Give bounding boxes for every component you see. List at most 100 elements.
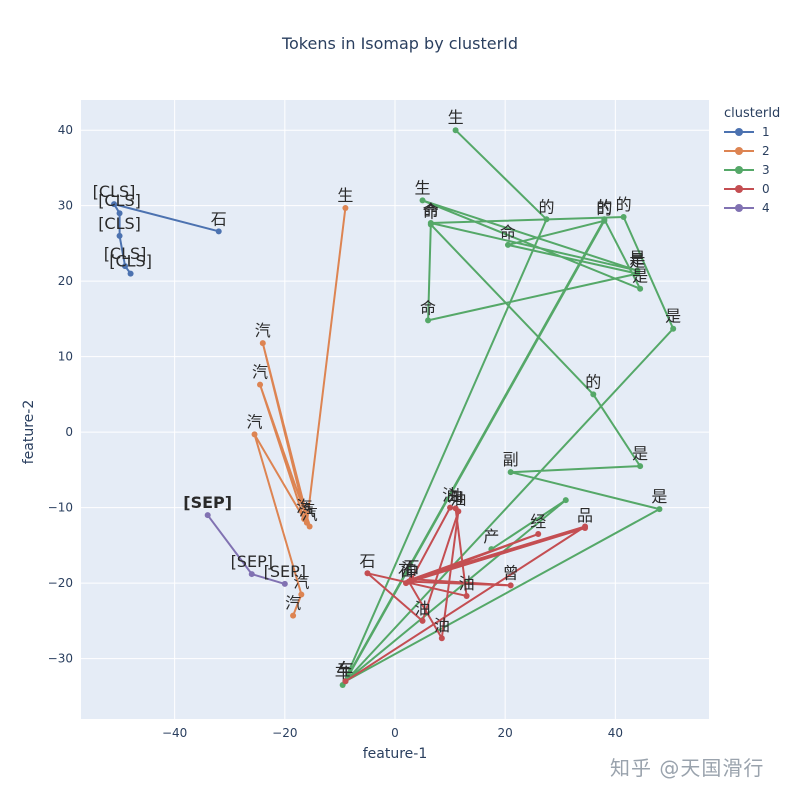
data-point (251, 431, 258, 438)
point-label: 汽 (293, 572, 309, 591)
point-label: 命 (423, 201, 439, 220)
point-label: 石 (398, 561, 414, 580)
point-label: 是 (632, 444, 648, 463)
series-1: 石[CLS][CLS][CLS][CLS][CLS] (93, 182, 227, 277)
data-point (543, 216, 550, 223)
point-label: 油 (448, 486, 464, 505)
point-label: 车 (337, 659, 353, 678)
series-4: [SEP][SEP][SEP] (183, 493, 306, 587)
point-label: 油 (450, 489, 466, 508)
legend-label: 4 (762, 201, 770, 215)
point-label: 生 (415, 178, 431, 197)
data-point (507, 469, 514, 476)
legend-item-1[interactable]: 1 (724, 124, 770, 140)
data-point (419, 617, 426, 624)
data-point (637, 285, 644, 292)
data-point (463, 592, 470, 599)
point-label: [CLS] (98, 214, 141, 233)
data-point (306, 523, 313, 530)
x-tick-label: 20 (498, 726, 513, 740)
data-point (122, 263, 129, 270)
point-label: 副 (503, 450, 519, 469)
point-label: 油 (442, 486, 458, 505)
point-label: 的 (596, 199, 612, 218)
point-label: 命 (423, 203, 439, 222)
legend-item-2[interactable]: 2 (724, 143, 770, 159)
point-label: 石 (359, 551, 375, 570)
legend-label: 0 (762, 182, 770, 196)
data-point (204, 512, 211, 519)
point-label: 的 (538, 197, 554, 216)
data-point (116, 210, 123, 217)
y-tick-label: 30 (58, 199, 73, 213)
y-tick-label: −10 (48, 501, 73, 515)
point-label: 车 (337, 659, 353, 678)
point-label: 汽 (299, 501, 315, 520)
x-axis-label: feature-1 (362, 746, 428, 762)
x-tick-label: 0 (391, 726, 399, 740)
x-tick-label: −40 (162, 726, 187, 740)
data-point (582, 523, 589, 530)
data-point (257, 381, 264, 388)
legend-item-3[interactable]: 3 (724, 162, 770, 178)
watermark: 知乎 @天国滑行 (610, 756, 765, 780)
point-label: [CLS] (109, 252, 152, 271)
data-point (111, 201, 118, 208)
point-label: 车 (337, 659, 353, 678)
data-point (342, 204, 349, 211)
data-point (620, 214, 627, 221)
data-point (670, 325, 677, 332)
data-point (438, 635, 445, 642)
point-label: 生 (337, 186, 353, 205)
point-label: 汽 (296, 497, 312, 516)
data-point (298, 591, 305, 598)
point-label: [SEP] (183, 493, 232, 512)
data-point (301, 515, 308, 522)
data-point (248, 571, 255, 578)
legend-title: clusterId (724, 106, 781, 121)
point-label: [CLS] (93, 182, 136, 201)
data-point (290, 612, 297, 619)
point-label: 的 (596, 197, 612, 216)
point-label: 曾 (503, 563, 519, 582)
point-label: [CLS] (98, 191, 141, 210)
y-tick-label: 10 (58, 350, 73, 364)
point-label: 经 (530, 512, 546, 531)
point-label: 车 (335, 663, 351, 682)
legend-item-0[interactable]: 0 (724, 181, 770, 197)
legend-swatch (724, 181, 754, 197)
point-label: 汽 (252, 363, 268, 382)
point-label: 油 (434, 616, 450, 635)
point-label: 是 (629, 252, 645, 271)
y-tick-label: −30 (48, 652, 73, 666)
point-label: 是 (665, 307, 681, 326)
series-line (344, 506, 586, 683)
x-tick-label: 40 (608, 726, 623, 740)
data-point (447, 504, 454, 511)
data-point (215, 228, 222, 235)
point-label: 石 (404, 557, 420, 576)
data-point (455, 508, 462, 515)
legend-item-4[interactable]: 4 (724, 200, 770, 216)
point-label: 汽 (247, 412, 263, 431)
data-point (427, 221, 434, 228)
y-tick-label: 40 (58, 123, 73, 137)
legend-label: 1 (762, 125, 770, 139)
point-label: 油 (415, 599, 431, 618)
data-point (637, 463, 644, 470)
data-point (507, 582, 514, 589)
data-point (535, 531, 542, 538)
legend-swatch (724, 200, 754, 216)
point-label: 是 (632, 267, 648, 286)
data-point (127, 270, 134, 277)
data-point (364, 570, 371, 577)
chart-title: Tokens in Isomap by clusterId (281, 34, 519, 53)
legend-label: 2 (762, 144, 770, 158)
point-label: 是 (651, 487, 667, 506)
y-tick-label: 20 (58, 274, 73, 288)
